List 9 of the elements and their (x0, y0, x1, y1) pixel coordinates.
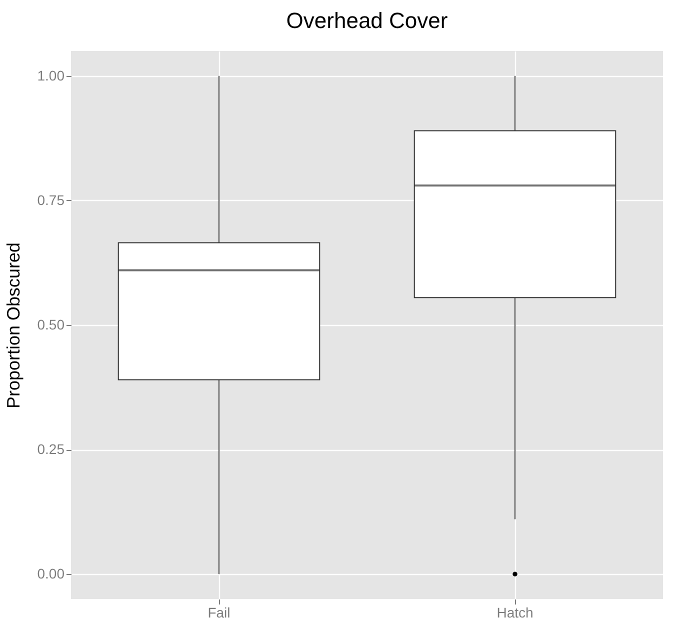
x-tick-label: Fail (208, 604, 230, 620)
y-axis-title: Proportion Obscured (3, 242, 24, 409)
x-tick-label: Hatch (496, 604, 534, 620)
y-tick-label: 0.25 (37, 441, 65, 458)
y-tick-label: 0.00 (37, 566, 65, 582)
y-tick-label: 0.75 (37, 192, 65, 208)
chart-title: Overhead Cover (286, 8, 448, 33)
y-tick-label: 1.00 (37, 67, 65, 84)
y-tick-label: 0.50 (37, 316, 65, 332)
